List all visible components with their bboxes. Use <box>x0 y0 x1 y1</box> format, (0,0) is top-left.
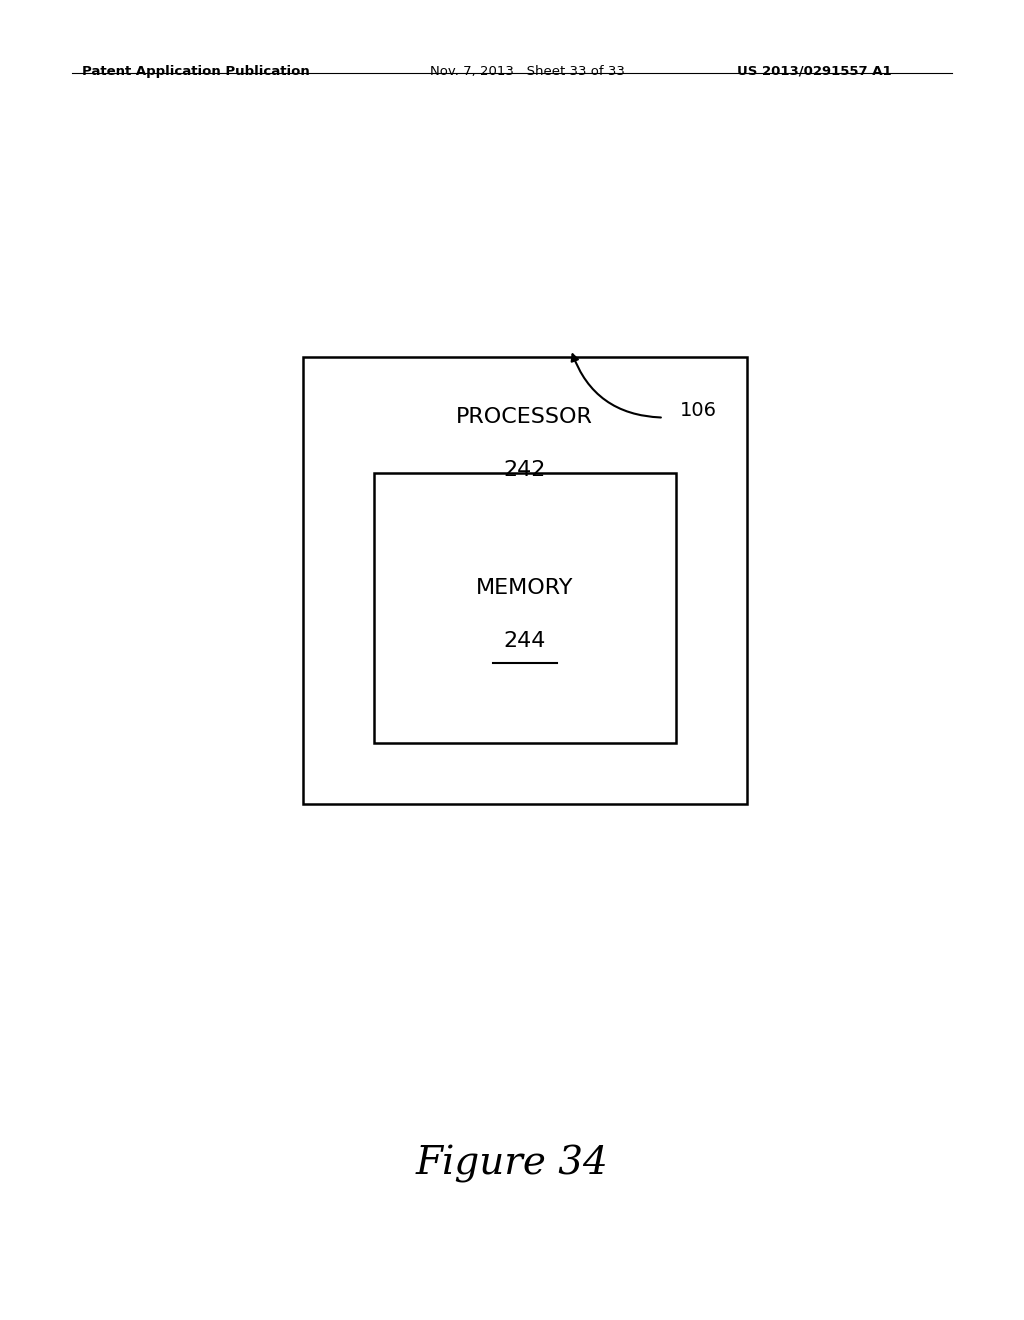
Bar <box>303 356 748 804</box>
Text: US 2013/0291557 A1: US 2013/0291557 A1 <box>737 65 892 78</box>
Text: Nov. 7, 2013   Sheet 33 of 33: Nov. 7, 2013 Sheet 33 of 33 <box>430 65 625 78</box>
Text: Figure 34: Figure 34 <box>416 1146 608 1183</box>
Text: Patent Application Publication: Patent Application Publication <box>82 65 309 78</box>
Text: MEMORY: MEMORY <box>476 578 573 598</box>
Bar <box>374 474 676 743</box>
Text: 242: 242 <box>504 461 546 480</box>
Text: 244: 244 <box>504 631 546 651</box>
Text: PROCESSOR: PROCESSOR <box>457 408 593 428</box>
Text: 106: 106 <box>680 401 717 420</box>
